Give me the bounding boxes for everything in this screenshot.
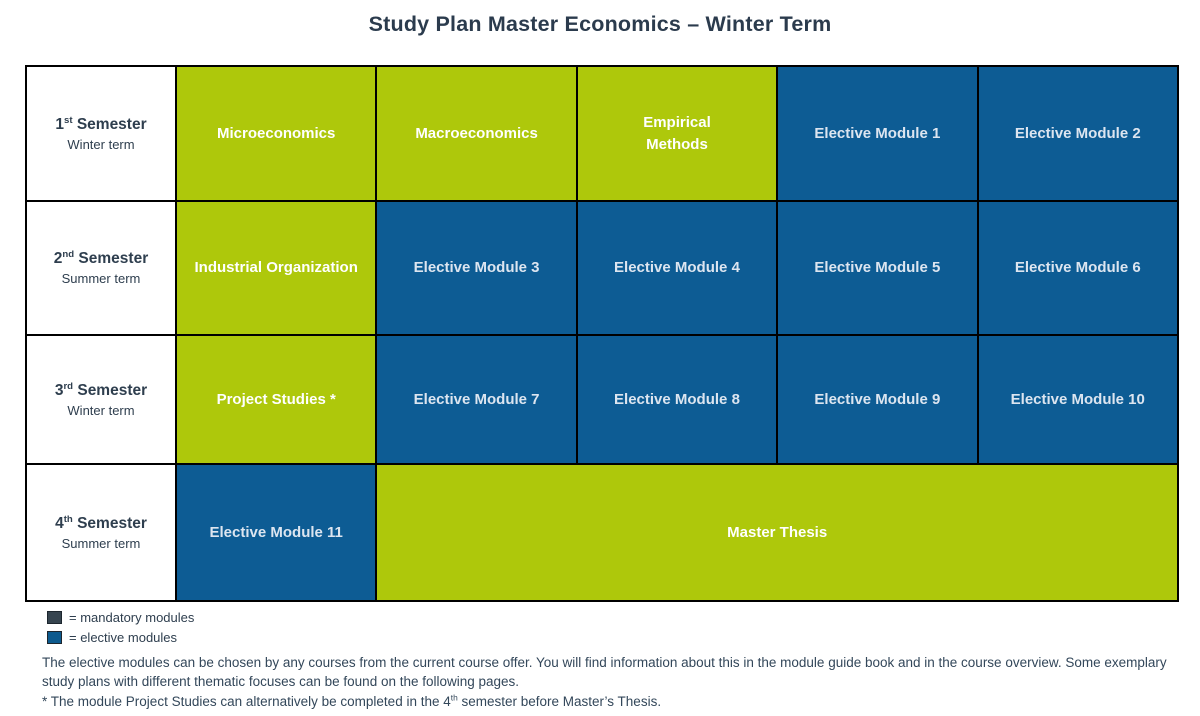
- table-row: 4th Semester Summer term Elective Module…: [25, 463, 1179, 602]
- ordinal-suffix: rd: [63, 380, 74, 392]
- table-row: 3rd Semester Winter term Project Studies…: [25, 334, 1179, 465]
- table-row: 2nd Semester Summer term Industrial Orga…: [25, 200, 1179, 336]
- notes: The elective modules can be chosen by an…: [42, 653, 1170, 711]
- legend: = mandatory modules = elective modules: [47, 607, 194, 647]
- notes-paragraph: The elective modules can be chosen by an…: [42, 655, 1167, 690]
- legend-label: = elective modules: [69, 629, 178, 645]
- semester-title: 4th Semester: [55, 513, 147, 532]
- semester-cell: 2nd Semester Summer term: [25, 200, 177, 336]
- semester-term: Summer term: [61, 271, 141, 286]
- semester-cell: 1st Semester Winter term: [25, 65, 177, 202]
- semester-term: Winter term: [67, 136, 135, 152]
- module-cell: Elective Module 2: [976, 65, 1179, 202]
- footnote: * The module Project Studies can alterna…: [42, 692, 662, 710]
- module-cell: Elective Module 10: [976, 334, 1179, 465]
- ordinal-suffix: st: [63, 114, 73, 126]
- ordinal-suffix: nd: [62, 248, 75, 260]
- module-cell: Elective Module 7: [375, 334, 578, 465]
- study-plan-table: 1st Semester Winter term Microeconomics …: [25, 65, 1179, 602]
- module-cell-master-thesis: Master Thesis: [375, 463, 1179, 602]
- semester-cell: 4th Semester Summer term: [25, 463, 177, 602]
- module-cell: Elective Module 6: [976, 200, 1179, 336]
- semester-term: Summer term: [61, 535, 141, 551]
- legend-row-elective: = elective modules: [47, 627, 194, 647]
- table-row: 1st Semester Winter term Microeconomics …: [25, 65, 1179, 202]
- module-cell: Elective Module 4: [575, 200, 779, 336]
- legend-row-mandatory: = mandatory modules: [47, 607, 194, 627]
- module-cell: Elective Module 5: [776, 200, 979, 336]
- semester-cell: 3rd Semester Winter term: [25, 334, 177, 465]
- module-cell: Project Studies *: [174, 334, 378, 465]
- ordinal-suffix: th: [63, 513, 73, 525]
- module-cell: Elective Module 3: [375, 200, 578, 336]
- module-cell: Microeconomics: [174, 65, 378, 202]
- page-title: Study Plan Master Economics – Winter Ter…: [368, 12, 832, 36]
- module-cell: Elective Module 9: [776, 334, 979, 465]
- semester-term: Winter term: [67, 402, 135, 418]
- module-cell: Empirical Methods: [575, 65, 779, 202]
- elective-color-swatch-icon: [47, 630, 62, 644]
- module-cell: Elective Module 8: [575, 334, 779, 465]
- semester-title: 1st Semester: [55, 114, 147, 133]
- ordinal-suffix: th: [450, 692, 458, 703]
- mandatory-color-swatch-icon: [47, 610, 62, 624]
- module-cell: Elective Module 1: [776, 65, 979, 202]
- module-cell: Industrial Organization: [174, 200, 378, 336]
- semester-title: 2nd Semester: [53, 248, 149, 267]
- semester-title: 3rd Semester: [54, 380, 148, 399]
- module-cell: Macroeconomics: [375, 65, 578, 202]
- legend-label: = mandatory modules: [69, 609, 195, 625]
- module-cell: Elective Module 11: [174, 463, 378, 602]
